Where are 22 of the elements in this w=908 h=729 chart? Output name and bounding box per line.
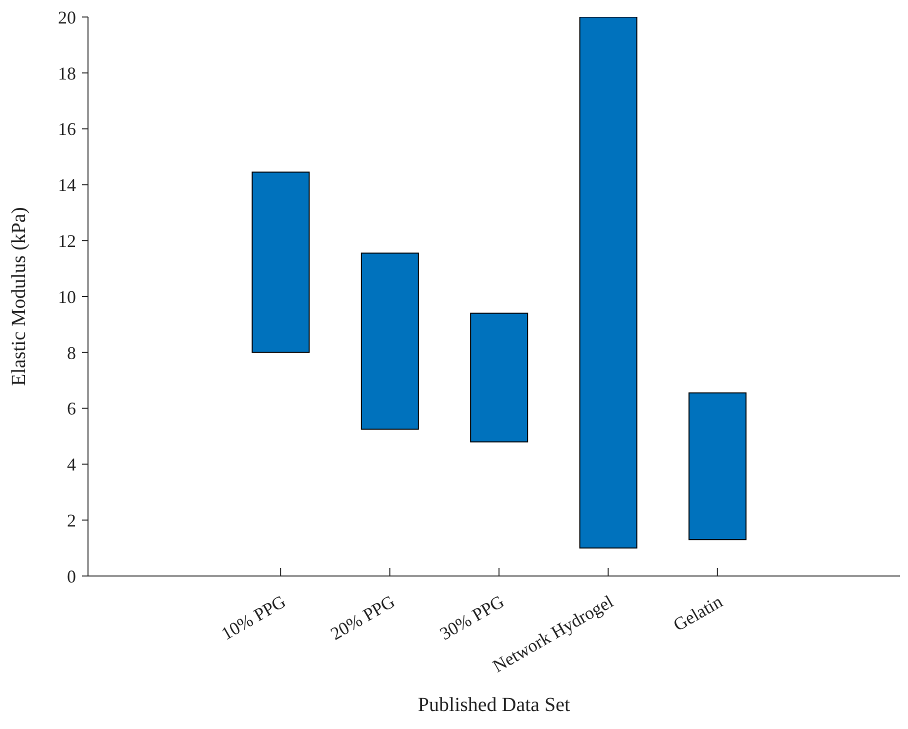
bar bbox=[252, 172, 310, 353]
y-tick-label: 20 bbox=[58, 7, 76, 28]
bar bbox=[360, 252, 419, 430]
y-tick-label: 4 bbox=[67, 454, 76, 475]
y-tick-label: 8 bbox=[67, 342, 76, 363]
y-tick-label: 6 bbox=[67, 398, 76, 419]
y-tick-label: 12 bbox=[58, 230, 76, 251]
y-tick-label: 2 bbox=[67, 510, 76, 530]
x-tick-label: 30% PPG bbox=[436, 591, 508, 644]
y-tick-label: 0 bbox=[67, 566, 76, 586]
bar bbox=[470, 312, 528, 442]
x-tick-label: Gelatin bbox=[670, 591, 726, 636]
x-tick-label: 10% PPG bbox=[218, 591, 289, 644]
x-axis-title: Published Data Set bbox=[418, 694, 571, 716]
bar bbox=[579, 17, 638, 549]
y-tick-label: 10 bbox=[58, 286, 76, 307]
y-axis-title: Elastic Modulus (kPa) bbox=[8, 207, 30, 386]
y-tick-label: 14 bbox=[58, 175, 76, 196]
bar bbox=[688, 392, 747, 540]
y-tick-label: 16 bbox=[58, 119, 76, 140]
x-tick-label: 20% PPG bbox=[327, 591, 398, 644]
y-tick-label: 18 bbox=[58, 63, 76, 84]
